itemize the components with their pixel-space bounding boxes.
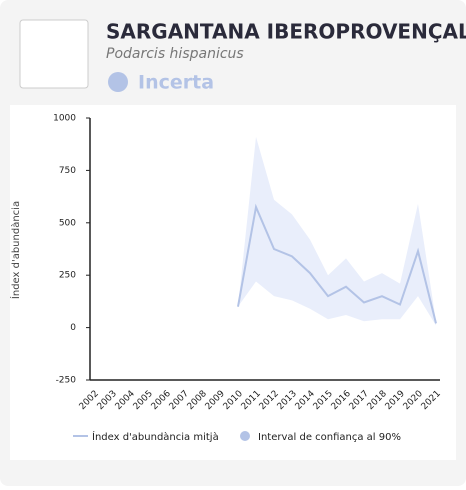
- chart: -250025050075010002002200320042005200620…: [9, 114, 443, 444]
- y-tick-label: 1000: [53, 114, 76, 124]
- mean-line: [237, 203, 437, 324]
- y-tick-label: -250: [56, 376, 77, 386]
- y-tick-label: 250: [59, 271, 76, 281]
- status-dot: [108, 72, 128, 92]
- image-placeholder: [19, 19, 89, 89]
- y-tick-label: 500: [59, 218, 76, 228]
- confidence-band: [238, 136, 436, 326]
- y-tick-label: 750: [59, 166, 76, 176]
- title: SARGANTANA IBEROPROVENÇAL: [106, 20, 466, 44]
- y-tick-label: 0: [70, 323, 76, 333]
- legend-label: Índex d'abundància mitjà: [92, 430, 219, 443]
- legend-label: Interval de confiança al 90%: [258, 432, 401, 443]
- legend-dot: [240, 431, 250, 441]
- status: Incerta: [138, 72, 214, 94]
- y-axis-label: Índex d'abundància: [9, 201, 22, 299]
- species: Podarcis hispanicus: [106, 46, 244, 62]
